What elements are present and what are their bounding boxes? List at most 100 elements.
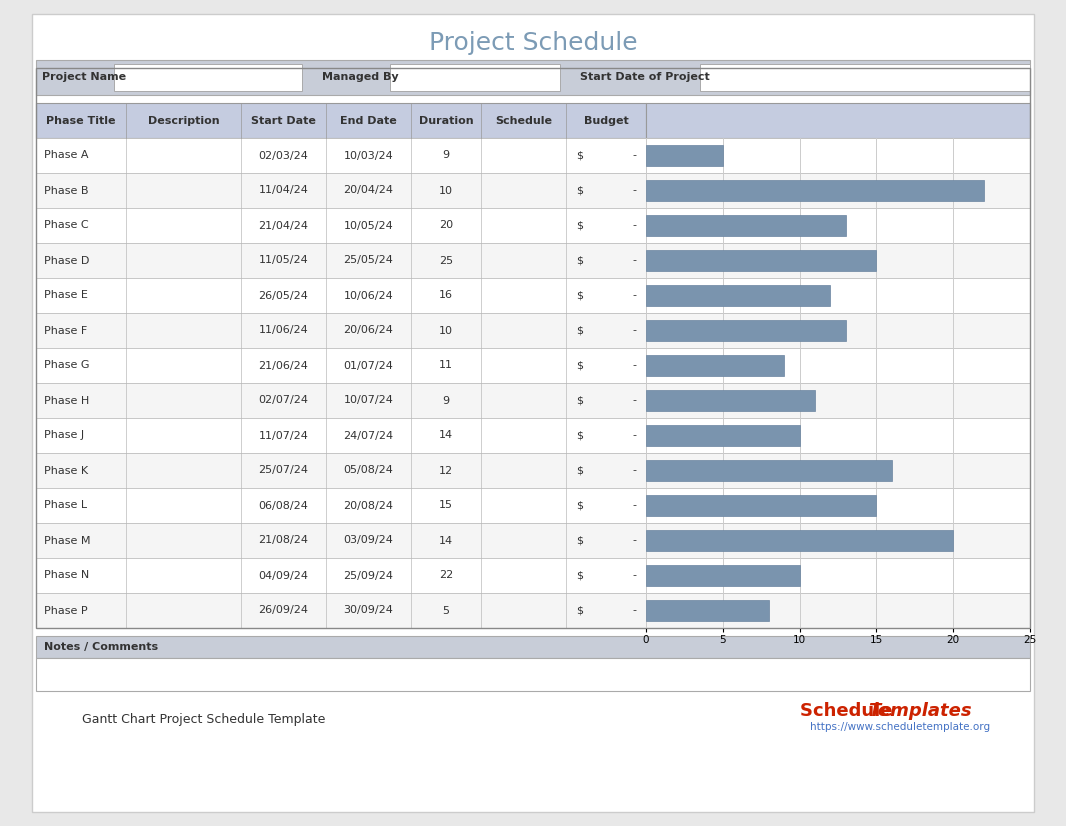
Text: $: $ [576,150,583,160]
FancyBboxPatch shape [646,313,1030,348]
Text: $: $ [576,466,583,476]
Text: -: - [632,571,636,581]
Text: $: $ [576,430,583,440]
Text: 22: 22 [439,571,453,581]
Text: End Date: End Date [340,116,397,126]
Text: 02/03/24: 02/03/24 [259,150,308,160]
Bar [646,355,785,376]
Text: 30/09/24: 30/09/24 [343,605,393,615]
FancyBboxPatch shape [646,348,1030,383]
FancyBboxPatch shape [646,523,1030,558]
Text: 12: 12 [439,466,453,476]
FancyBboxPatch shape [36,208,646,243]
Text: Notes / Comments: Notes / Comments [44,642,158,652]
FancyBboxPatch shape [36,558,646,593]
Text: Gantt Chart Project Schedule Template: Gantt Chart Project Schedule Template [82,713,325,725]
Text: Phase G: Phase G [44,360,90,371]
Text: -: - [632,150,636,160]
Text: 21/08/24: 21/08/24 [258,535,308,545]
Text: Phase C: Phase C [44,221,88,230]
FancyBboxPatch shape [32,14,1034,812]
Text: 16: 16 [439,291,453,301]
FancyBboxPatch shape [36,488,646,523]
Text: 25/07/24: 25/07/24 [258,466,308,476]
FancyBboxPatch shape [646,593,1030,628]
Text: 11: 11 [439,360,453,371]
Text: 20/04/24: 20/04/24 [343,186,393,196]
Text: 5: 5 [442,605,450,615]
Text: $: $ [576,535,583,545]
Text: -: - [632,360,636,371]
Text: -: - [632,430,636,440]
Text: 14: 14 [439,535,453,545]
Bar [646,250,876,271]
FancyBboxPatch shape [36,418,646,453]
Text: $: $ [576,255,583,265]
FancyBboxPatch shape [36,138,646,173]
Text: -: - [632,396,636,406]
Text: Phase B: Phase B [44,186,88,196]
Bar [646,180,984,201]
Text: 02/07/24: 02/07/24 [258,396,308,406]
Text: 11/04/24: 11/04/24 [259,186,308,196]
Text: -: - [632,325,636,335]
Text: 9: 9 [442,150,450,160]
Text: Phase P: Phase P [44,605,87,615]
FancyBboxPatch shape [646,103,1030,138]
Text: Budget: Budget [583,116,628,126]
Bar [646,495,876,516]
Text: Managed By: Managed By [322,73,399,83]
Text: -: - [632,535,636,545]
FancyBboxPatch shape [36,636,1030,658]
FancyBboxPatch shape [646,208,1030,243]
Bar [646,285,830,306]
Text: Templates: Templates [868,702,971,720]
Text: Schedule: Schedule [800,702,899,720]
Text: 11/05/24: 11/05/24 [259,255,308,265]
FancyBboxPatch shape [700,64,1030,91]
FancyBboxPatch shape [36,173,646,208]
Text: Phase L: Phase L [44,501,87,510]
Text: Phase E: Phase E [44,291,87,301]
Text: 26/09/24: 26/09/24 [258,605,308,615]
Bar [646,600,769,621]
Text: $: $ [576,291,583,301]
Text: 20/06/24: 20/06/24 [343,325,393,335]
Text: 20/08/24: 20/08/24 [343,501,393,510]
Text: 15: 15 [439,501,453,510]
FancyBboxPatch shape [36,348,646,383]
Text: $: $ [576,325,583,335]
Text: Phase M: Phase M [44,535,91,545]
Text: 14: 14 [439,430,453,440]
Text: -: - [632,466,636,476]
Text: Phase A: Phase A [44,150,88,160]
FancyBboxPatch shape [114,64,302,91]
Text: 11/07/24: 11/07/24 [259,430,308,440]
FancyBboxPatch shape [646,418,1030,453]
Text: 11/06/24: 11/06/24 [259,325,308,335]
Text: $: $ [576,605,583,615]
Text: Description: Description [148,116,220,126]
Text: $: $ [576,396,583,406]
Text: 10: 10 [439,325,453,335]
FancyBboxPatch shape [646,278,1030,313]
Text: 04/09/24: 04/09/24 [258,571,308,581]
Text: 05/08/24: 05/08/24 [343,466,393,476]
Bar [646,390,815,411]
Text: -: - [632,501,636,510]
Text: 06/08/24: 06/08/24 [259,501,308,510]
Text: Phase N: Phase N [44,571,90,581]
Text: -: - [632,255,636,265]
Text: 26/05/24: 26/05/24 [259,291,308,301]
Text: 24/07/24: 24/07/24 [343,430,393,440]
Text: 10/05/24: 10/05/24 [343,221,393,230]
FancyBboxPatch shape [36,658,1030,691]
Text: 10: 10 [439,186,453,196]
Text: 9: 9 [442,396,450,406]
Text: 25/05/24: 25/05/24 [343,255,393,265]
Bar [646,425,800,446]
Text: Phase J: Phase J [44,430,84,440]
Text: 21/04/24: 21/04/24 [258,221,308,230]
FancyBboxPatch shape [646,453,1030,488]
Text: $: $ [576,360,583,371]
